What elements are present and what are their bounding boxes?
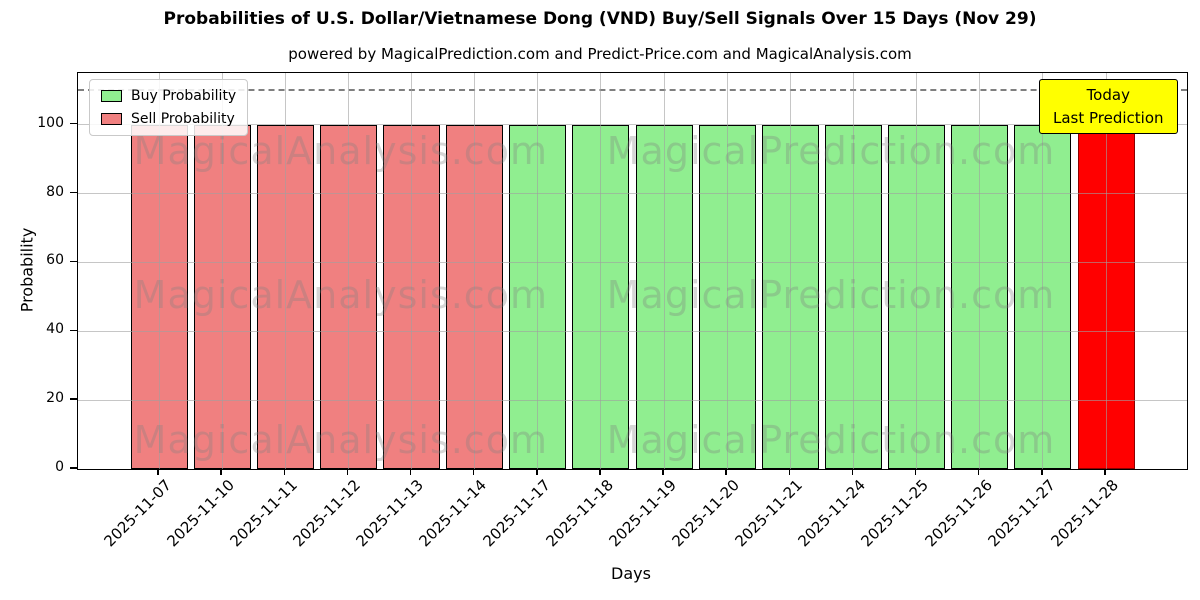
x-gridline (537, 73, 539, 469)
x-axis-title: Days (611, 564, 651, 583)
x-tick-label-text: 2025-11-17 (479, 476, 554, 551)
legend-buy-label: Buy Probability (131, 88, 237, 104)
x-tick-label-text: 2025-11-14 (416, 476, 491, 551)
x-tick-mark (599, 469, 601, 475)
x-gridline (411, 73, 413, 469)
x-tick-mark (851, 469, 854, 475)
x-tick-label-text: 2025-11-20 (668, 476, 743, 551)
x-tick-mark (1104, 469, 1106, 475)
x-tick-mark (409, 469, 412, 475)
y-gridline (78, 124, 1187, 126)
today-annotation-line2: Last Prediction (1053, 108, 1164, 127)
x-tick-label-text: 2025-11-12 (289, 476, 365, 551)
x-tick-mark (662, 469, 664, 475)
x-tick-label-text: 2025-11-19 (605, 476, 680, 551)
x-gridline (284, 73, 286, 469)
y-gridline (78, 193, 1187, 195)
sell-probability-swatch (101, 113, 122, 125)
x-gridline (474, 73, 476, 469)
x-gridline (347, 73, 349, 469)
x-gridline (600, 73, 602, 469)
x-tick-mark (788, 469, 791, 475)
x-gridline (1042, 73, 1044, 469)
y-tick-mark (70, 467, 77, 469)
x-tick-label-text: 2025-11-10 (163, 476, 238, 551)
x-tick-mark (220, 469, 222, 475)
y-tick-mark (70, 122, 77, 125)
x-tick-mark (977, 469, 980, 475)
y-tick-label: 100 (37, 114, 64, 131)
today-annotation: Today Last Prediction (1039, 79, 1178, 134)
x-gridline (852, 73, 854, 469)
x-tick-mark (725, 469, 727, 475)
y-tick-mark (70, 398, 77, 400)
x-gridline (1105, 73, 1107, 469)
x-tick-label-text: 2025-11-26 (921, 476, 996, 551)
y-gridline (78, 399, 1187, 401)
x-tick-label-text: 2025-11-21 (731, 476, 807, 551)
y-gridline (78, 261, 1187, 263)
y-tick-label: 0 (55, 459, 64, 475)
x-gridline (916, 73, 918, 469)
y-tick-label: 80 (46, 183, 64, 200)
chart-subtitle: powered by MagicalPrediction.com and Pre… (288, 45, 912, 63)
y-tick-label: 40 (46, 321, 64, 338)
y-tick-mark (70, 260, 77, 263)
x-tick-label-text: 2025-11-25 (857, 476, 933, 551)
x-tick-label-text: 2025-11-24 (794, 476, 870, 551)
dashed-threshold-line (78, 89, 1187, 92)
x-tick-label-text: 2025-11-27 (984, 476, 1059, 551)
x-tick-label-text: 2025-11-28 (1047, 476, 1122, 551)
x-gridline (221, 73, 223, 469)
x-tick-label-text: 2025-11-07 (100, 476, 175, 551)
y-tick-label: 20 (46, 390, 64, 407)
legend-sell-label: Sell Probability (131, 111, 235, 127)
x-gridline (158, 73, 160, 469)
buy-probability-swatch (101, 90, 122, 102)
y-gridline (78, 330, 1187, 332)
legend: Buy Probability Sell Probability (89, 79, 249, 136)
plot-area: MagicalAnalysis.com MagicalPrediction.com… (77, 72, 1188, 470)
x-tick-label-text: 2025-11-18 (542, 476, 617, 551)
x-gridline (979, 73, 981, 469)
y-tick-label: 60 (46, 252, 64, 269)
chart-title: Probabilities of U.S. Dollar/Vietnamese … (163, 9, 1037, 29)
x-tick-mark (472, 469, 475, 475)
x-tick-mark (283, 469, 286, 475)
y-tick-mark (70, 191, 77, 194)
legend-item-buy: Buy Probability (101, 88, 236, 104)
x-tick-mark (914, 469, 917, 475)
x-tick-mark (1041, 469, 1043, 475)
legend-item-sell: Sell Probability (101, 111, 236, 127)
x-tick-label-text: 2025-11-11 (226, 476, 301, 551)
y-tick-mark (70, 329, 77, 331)
x-gridline (663, 73, 665, 469)
x-tick-mark (536, 469, 538, 475)
x-tick-mark (157, 469, 159, 475)
x-gridline (789, 73, 791, 469)
x-tick-label-text: 2025-11-13 (352, 476, 428, 551)
today-annotation-line1: Today (1086, 86, 1130, 104)
x-tick-mark (346, 469, 349, 475)
x-gridline (726, 73, 728, 469)
